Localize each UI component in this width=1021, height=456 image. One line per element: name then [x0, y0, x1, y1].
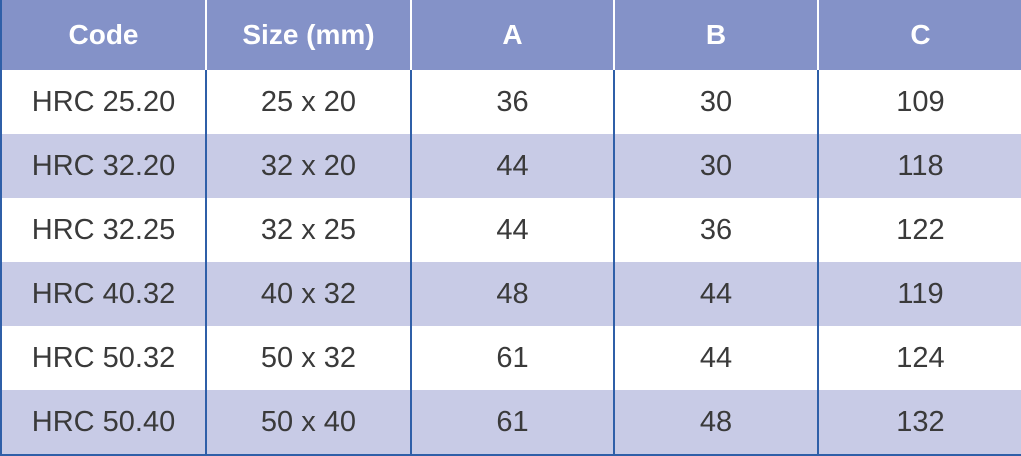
table-cell: HRC 40.32 [0, 262, 206, 326]
table-cell: 48 [613, 390, 818, 456]
table-cell: 61 [410, 390, 614, 456]
table-cell: 36 [613, 198, 818, 262]
table-cell: 30 [613, 70, 818, 134]
table-cell: 32 x 20 [205, 134, 411, 198]
table-cell: HRC 50.40 [0, 390, 206, 456]
header-cell: Code [0, 0, 206, 70]
table-cell: 50 x 40 [205, 390, 411, 456]
table-cell: 44 [613, 326, 818, 390]
header-cell: C [817, 0, 1021, 70]
table-cell: 124 [817, 326, 1021, 390]
table-row: HRC 40.32 40 x 32 48 44 119 [0, 262, 1021, 326]
table-cell: 118 [817, 134, 1021, 198]
table-row: HRC 50.32 50 x 32 61 44 124 [0, 326, 1021, 390]
table-cell: 44 [613, 262, 818, 326]
table-header: Code Size (mm) A B C [0, 0, 1021, 70]
table-cell: HRC 50.32 [0, 326, 206, 390]
table-cell: 61 [410, 326, 614, 390]
header-row: Code Size (mm) A B C [0, 0, 1021, 70]
table-cell: 36 [410, 70, 614, 134]
table-row: HRC 25.20 25 x 20 36 30 109 [0, 70, 1021, 134]
table-cell: 109 [817, 70, 1021, 134]
table-cell: 48 [410, 262, 614, 326]
table-cell: 44 [410, 134, 614, 198]
table-cell: 40 x 32 [205, 262, 411, 326]
table-cell: 122 [817, 198, 1021, 262]
table-row: HRC 32.25 32 x 25 44 36 122 [0, 198, 1021, 262]
header-cell: Size (mm) [205, 0, 411, 70]
table-cell: 119 [817, 262, 1021, 326]
table-cell: HRC 25.20 [0, 70, 206, 134]
table-cell: 50 x 32 [205, 326, 411, 390]
table-body: HRC 25.20 25 x 20 36 30 109 HRC 32.20 32 x 20 4… [0, 70, 1021, 456]
table-cell: HRC 32.25 [0, 198, 206, 262]
header-cell: A [410, 0, 614, 70]
table-row: HRC 50.40 50 x 40 61 48 132 [0, 390, 1021, 456]
table-cell: 132 [817, 390, 1021, 456]
table-cell: 25 x 20 [205, 70, 411, 134]
table-cell: 30 [613, 134, 818, 198]
header-cell: B [613, 0, 818, 70]
table-cell: 32 x 25 [205, 198, 411, 262]
table-cell: 44 [410, 198, 614, 262]
table-row: HRC 32.20 32 x 20 44 30 118 [0, 134, 1021, 198]
table-cell: HRC 32.20 [0, 134, 206, 198]
